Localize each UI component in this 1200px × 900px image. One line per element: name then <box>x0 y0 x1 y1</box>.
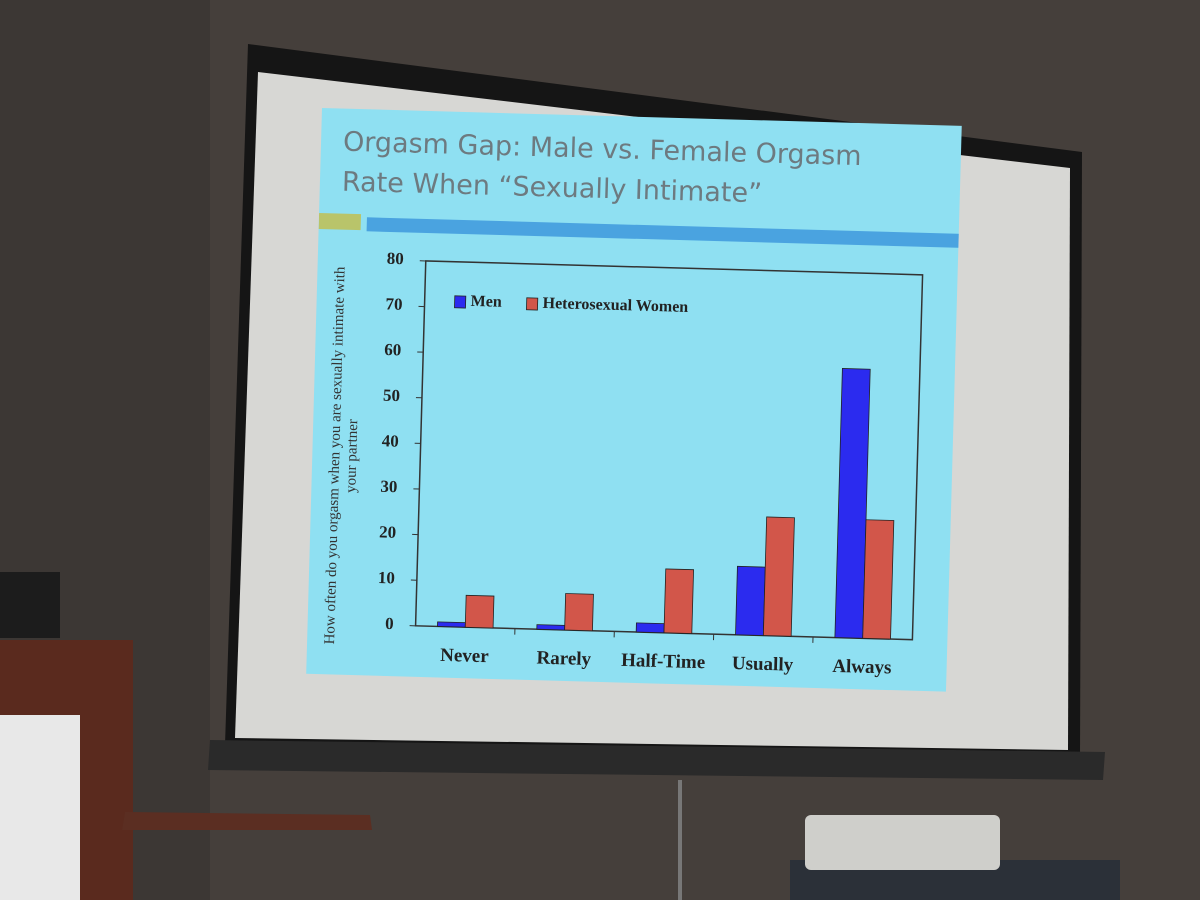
x-tick-label: Always <box>832 656 892 679</box>
y-tick-label: 20 <box>379 522 397 541</box>
slide: Orgasm Gap: Male vs. Female Orgasm Rate … <box>306 108 962 692</box>
bar <box>735 565 766 636</box>
bar <box>536 624 566 631</box>
x-tick-label: Half-Time <box>621 650 706 673</box>
y-tick-label: 70 <box>385 294 403 313</box>
x-tick-label: Rarely <box>536 648 592 671</box>
y-tick-label: 10 <box>378 568 396 587</box>
chart: 0 10 20 30 40 50 60 70 80 Never Rarely Half-Time Usu… <box>378 249 924 679</box>
bar <box>437 621 466 628</box>
y-tick-label: 40 <box>381 431 399 450</box>
title-accent <box>318 212 362 231</box>
y-tick-label: 80 <box>387 249 405 268</box>
y-tick-label: 30 <box>380 477 398 496</box>
bar <box>464 594 495 629</box>
bar <box>834 368 871 639</box>
screen-roller <box>208 740 1105 780</box>
x-tick-label: Never <box>440 645 490 667</box>
slide-title: Orgasm Gap: Male vs. Female Orgasm Rate … <box>341 126 862 210</box>
podium-sign <box>0 715 80 900</box>
y-tick-label: 60 <box>384 340 402 359</box>
bar <box>635 622 665 634</box>
projector <box>805 815 1000 870</box>
bar <box>564 593 594 632</box>
table <box>122 812 372 830</box>
bar <box>663 568 694 634</box>
legend-swatch <box>526 297 539 311</box>
bar <box>862 519 895 640</box>
legend-swatch <box>454 295 467 309</box>
legend-label: Heterosexual Women <box>542 295 688 316</box>
legend-label: Men <box>470 293 502 311</box>
x-tick-label: Usually <box>732 653 794 676</box>
laptop <box>0 572 60 638</box>
y-tick-label: 50 <box>383 386 401 405</box>
bar <box>762 516 795 637</box>
y-tick-label: 0 <box>385 614 394 633</box>
